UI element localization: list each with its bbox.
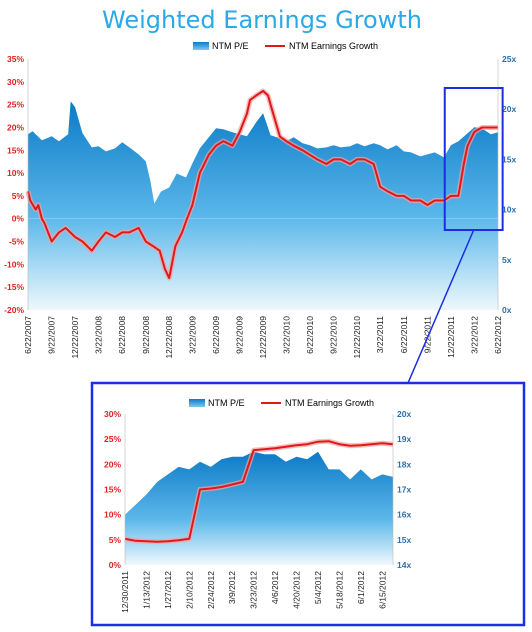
zoom-growth-line xyxy=(124,440,394,543)
main-legend-pe-label: NTM P/E xyxy=(212,41,249,51)
main-right-tick: 25x xyxy=(502,54,516,64)
main-right-tick: 20x xyxy=(502,104,516,114)
main-x-tick: 9/22/2010 xyxy=(329,316,339,354)
callout-connector xyxy=(407,229,475,384)
zoom-right-tick: 18x xyxy=(397,459,411,469)
zoom-x-tick: 6/15/2012 xyxy=(377,571,387,609)
main-legend: NTM P/E NTM Earnings Growth xyxy=(193,41,378,51)
zoom-right-tick: 15x xyxy=(397,535,411,545)
main-x-tick: 6/22/2009 xyxy=(211,316,221,354)
zoom-x-tick: 4/6/2012 xyxy=(270,571,280,604)
main-left-tick: -20% xyxy=(4,305,24,315)
zoom-right-tick: 20x xyxy=(397,409,411,419)
zoom-left-tick: 0% xyxy=(109,560,122,570)
zoom-right-tick: 17x xyxy=(397,485,411,495)
zoom-right-tick: 14x xyxy=(397,560,411,570)
main-left-tick: 20% xyxy=(7,122,24,132)
main-pe-area xyxy=(28,101,498,310)
zoom-right-tick: 19x xyxy=(397,434,411,444)
main-x-tick: 9/22/2007 xyxy=(47,316,57,354)
main-x-tick: 3/22/2012 xyxy=(469,316,479,354)
main-right-tick: 10x xyxy=(502,205,516,215)
main-x-tick: 3/22/2009 xyxy=(187,316,197,354)
zoom-x-tick: 5/4/2012 xyxy=(313,571,323,604)
main-right-tick: 15x xyxy=(502,154,516,164)
main-left-tick: 0% xyxy=(12,214,25,224)
zoom-left-tick: 15% xyxy=(104,485,121,495)
main-left-tick: 35% xyxy=(7,54,24,64)
main-x-tick: 6/22/2007 xyxy=(23,316,33,354)
main-chart: 35% 30% 25% 20% 15% 10% 5% 0% -5% -10% -15% -20% 25x… xyxy=(4,41,516,359)
main-x-tick: 12/22/2009 xyxy=(258,316,268,359)
main-left-tick: 10% xyxy=(7,168,24,178)
main-x-tick: 12/22/2011 xyxy=(446,316,456,358)
zoom-legend-pe-swatch xyxy=(189,399,205,407)
main-left-tick: -10% xyxy=(4,259,24,269)
zoom-x-tick: 5/18/2012 xyxy=(334,571,344,609)
zoom-left-tick: 20% xyxy=(104,459,121,469)
main-right-tick: 0x xyxy=(502,305,512,315)
main-left-tick: 25% xyxy=(7,100,24,110)
main-left-tick: 15% xyxy=(7,145,24,155)
main-x-tick: 12/22/2008 xyxy=(164,316,174,359)
main-right-tick: 5x xyxy=(502,255,512,265)
main-x-tick: 3/22/2008 xyxy=(93,316,103,354)
main-x-tick: 6/22/2010 xyxy=(305,316,315,354)
zoom-right-tick: 16x xyxy=(397,510,411,520)
zoom-x-tick: 3/23/2012 xyxy=(249,571,259,609)
main-x-tick: 12/22/2007 xyxy=(70,316,80,359)
main-x-tick: 9/22/2011 xyxy=(423,316,433,353)
main-left-tick: 5% xyxy=(12,191,25,201)
main-x-tick: 3/22/2010 xyxy=(281,316,291,354)
main-x-tick: 6/22/2011 xyxy=(399,316,409,353)
main-x-tick: 9/22/2009 xyxy=(235,316,245,354)
zoom-legend: NTM P/E NTM Earnings Growth xyxy=(189,398,374,408)
main-x-tick: 12/22/2010 xyxy=(352,316,362,359)
zoom-x-tick: 12/30/2011 xyxy=(120,571,130,613)
zoom-left-tick: 25% xyxy=(104,434,121,444)
zoom-x-tick: 3/9/2012 xyxy=(227,571,237,604)
zoom-x-tick: 2/24/2012 xyxy=(206,571,216,609)
main-left-tick: -5% xyxy=(9,237,25,247)
zoom-x-tick: 1/27/2012 xyxy=(163,571,173,609)
zoom-legend-pe-label: NTM P/E xyxy=(208,398,245,408)
main-legend-pe-swatch xyxy=(193,42,209,50)
callout-line xyxy=(407,229,475,384)
zoom-chart: 30% 25% 20% 15% 10% 5% 0% 20x 19x 18x 17x 16x 15x 14x… xyxy=(90,381,526,627)
zoom-left-tick: 30% xyxy=(104,409,121,419)
chart-title: Weighted Earnings Growth xyxy=(102,6,422,34)
main-left-tick: 30% xyxy=(7,77,24,87)
zoom-x-tick: 6/1/2012 xyxy=(356,571,366,604)
zoom-left-tick: 10% xyxy=(104,510,121,520)
zoom-x-tick: 1/13/2012 xyxy=(141,571,151,609)
zoom-legend-growth-label: NTM Earnings Growth xyxy=(285,398,374,408)
main-growth-line xyxy=(27,89,498,280)
main-legend-growth-label: NTM Earnings Growth xyxy=(289,41,378,51)
main-left-tick: -15% xyxy=(4,282,24,292)
zoom-x-tick: 4/20/2012 xyxy=(292,571,302,609)
main-x-tick: 6/22/2008 xyxy=(117,316,127,354)
zoom-x-tick: 2/10/2012 xyxy=(184,571,194,609)
main-x-tick: 3/22/2011 xyxy=(375,316,385,353)
main-x-tick: 9/22/2008 xyxy=(141,316,151,354)
zoom-left-tick: 5% xyxy=(109,535,122,545)
main-x-tick: 6/22/2012 xyxy=(493,316,503,354)
